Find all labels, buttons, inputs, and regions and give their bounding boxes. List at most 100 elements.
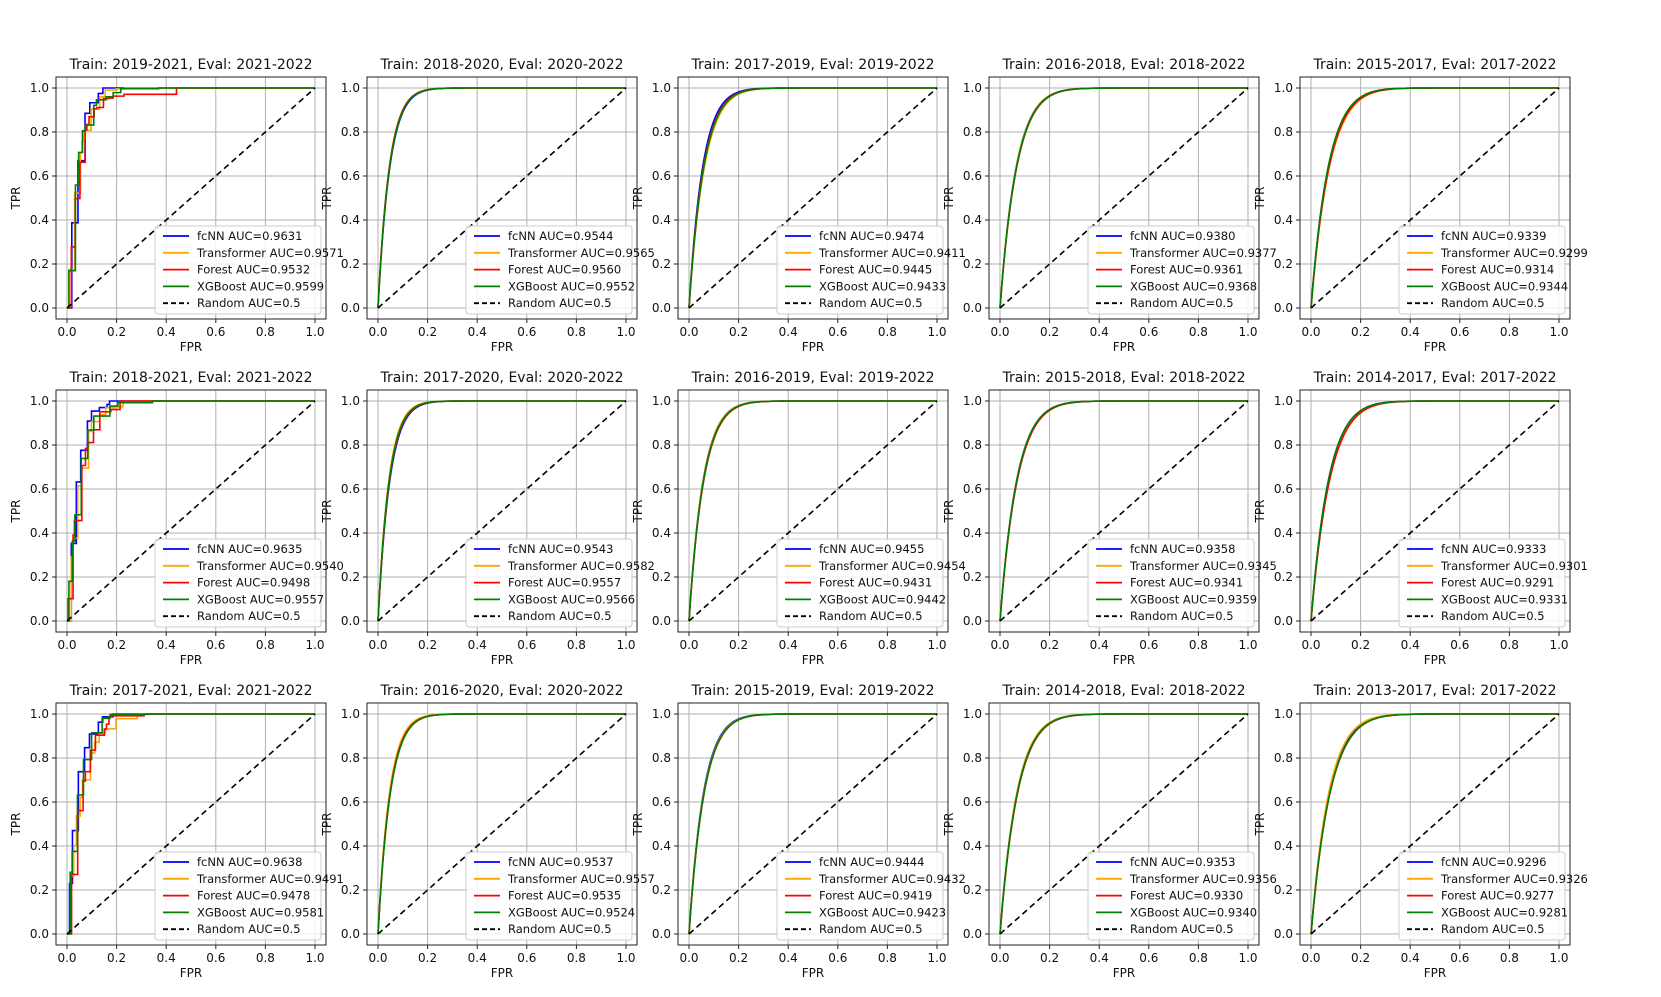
x-tick-label: 0.8 [256,325,275,339]
legend-label-fcnn: fcNN AUC=0.9635 [197,542,302,556]
series-line-xgboost [67,400,315,622]
y-tick-label: 0.8 [341,125,360,139]
x-tick-label: 1.0 [927,951,946,965]
x-axis-label: FPR [180,653,202,667]
legend-label-forest: Forest AUC=0.9341 [1130,576,1243,590]
x-tick-label: 0.0 [1301,638,1320,652]
y-tick-label: 0.8 [963,751,982,765]
y-tick-label: 0.6 [341,169,360,183]
x-tick-label: 1.0 [1238,638,1257,652]
legend-label-fcnn: fcNN AUC=0.9333 [1441,542,1546,556]
axes-frame [366,76,638,320]
x-tick-label: 1.0 [305,325,324,339]
legend-label-xgboost: XGBoost AUC=0.9368 [1130,279,1257,293]
series-line-transformer [67,713,315,935]
x-tick-label: 0.2 [107,951,126,965]
series-line-xgboost [377,87,626,308]
legend-label-random: Random AUC=0.5 [197,296,301,310]
legend-label-xgboost: XGBoost AUC=0.9281 [1441,905,1568,919]
legend-label-transformer: Transformer AUC=0.9582 [507,559,655,573]
x-tick-label: 0.0 [679,638,698,652]
axes-frame [366,389,638,633]
y-tick-label: 0.0 [652,927,671,941]
legend-label-xgboost: XGBoost AUC=0.9442 [819,592,946,606]
legend-label-fcnn: fcNN AUC=0.9631 [197,229,302,243]
y-tick-label: 0.6 [652,795,671,809]
subplot-title: Train: 2015-2018, Eval: 2018-2022 [1001,370,1245,386]
y-tick-label: 0.2 [652,883,671,897]
y-tick-label: 0.0 [963,614,982,628]
y-tick-label: 1.0 [963,394,982,408]
legend-label-xgboost: XGBoost AUC=0.9423 [819,905,946,919]
y-tick-label: 0.6 [1274,795,1293,809]
x-tick-label: 0.8 [1189,325,1208,339]
legend: fcNN AUC=0.9544 Transformer AUC=0.9565 For… [465,225,655,315]
x-tick-label: 0.8 [1189,951,1208,965]
y-tick-label: 0.8 [1274,751,1293,765]
x-tick-label: 0.4 [157,951,176,965]
subplot-title: Train: 2016-2018, Eval: 2018-2022 [1001,57,1245,73]
x-axis-label: FPR [1424,653,1446,667]
x-tick-label: 0.0 [990,638,1009,652]
axes-frame [55,389,327,633]
y-tick-label: 0.4 [963,526,982,540]
legend: fcNN AUC=0.9296 Transformer AUC=0.9326 For… [1398,851,1588,941]
x-tick-label: 0.6 [517,951,536,965]
x-tick-label: 1.0 [927,325,946,339]
y-axis-label: TPR [320,187,334,211]
y-tick-label: 1.0 [30,394,49,408]
x-axis-label: FPR [802,653,824,667]
legend-box [776,851,944,941]
x-tick-label: 0.8 [567,325,586,339]
y-tick-label: 1.0 [963,81,982,95]
legend-label-forest: Forest AUC=0.9291 [1441,576,1554,590]
y-axis-label: TPR [320,500,334,524]
series-line-random [66,87,316,309]
x-tick-label: 1.0 [616,951,635,965]
x-axis-label: FPR [1424,340,1446,354]
subplot-title: Train: 2017-2020, Eval: 2020-2022 [379,370,623,386]
x-axis-label: FPR [1113,966,1135,980]
x-tick-label: 0.6 [828,638,847,652]
x-tick-label: 0.0 [990,951,1009,965]
y-tick-label: 0.0 [30,301,49,315]
y-tick-label: 0.8 [652,125,671,139]
legend-label-fcnn: fcNN AUC=0.9353 [1130,855,1235,869]
legend-label-forest: Forest AUC=0.9431 [819,576,932,590]
legend-label-forest: Forest AUC=0.9277 [1441,889,1554,903]
legend: fcNN AUC=0.9474 Transformer AUC=0.9411 For… [776,225,966,315]
x-tick-label: 0.4 [1090,951,1109,965]
y-tick-label: 0.2 [341,570,360,584]
y-tick-label: 0.2 [30,257,49,271]
x-tick-label: 0.4 [779,638,798,652]
y-tick-label: 0.2 [963,570,982,584]
x-tick-label: 0.8 [256,951,275,965]
roc-subplot: Train: 2014-2017, Eval: 2017-2022 0.0 0.0 0… [1253,370,1588,667]
roc-subplot: Train: 2019-2021, Eval: 2021-2022 0.0 0.0 0… [9,57,344,354]
y-tick-label: 0.2 [652,570,671,584]
legend-label-fcnn: fcNN AUC=0.9339 [1441,229,1546,243]
axes-frame [677,702,949,946]
x-tick-label: 0.0 [368,638,387,652]
x-tick-label: 0.6 [1139,325,1158,339]
legend-label-transformer: Transformer AUC=0.9301 [1440,559,1588,573]
x-tick-label: 0.4 [157,638,176,652]
x-tick-label: 0.4 [157,325,176,339]
x-tick-label: 0.0 [1301,325,1320,339]
x-tick-label: 0.8 [1189,638,1208,652]
x-tick-label: 0.8 [878,951,897,965]
legend: fcNN AUC=0.9339 Transformer AUC=0.9299 For… [1398,225,1588,315]
roc-subplot: Train: 2015-2017, Eval: 2017-2022 0.0 0.0 0… [1253,57,1588,354]
legend-label-xgboost: XGBoost AUC=0.9433 [819,279,946,293]
legend-box [465,225,633,315]
legend-label-fcnn: fcNN AUC=0.9544 [508,229,613,243]
legend-label-xgboost: XGBoost AUC=0.9566 [508,592,635,606]
y-tick-label: 0.0 [963,927,982,941]
x-tick-label: 1.0 [305,951,324,965]
legend-label-forest: Forest AUC=0.9498 [197,576,310,590]
legend-box [1087,538,1255,628]
x-tick-label: 0.2 [1040,325,1059,339]
roc-subplot: Train: 2015-2019, Eval: 2019-2022 0.0 0.0 0… [631,683,966,980]
legend: fcNN AUC=0.9537 Transformer AUC=0.9557 For… [465,851,655,941]
